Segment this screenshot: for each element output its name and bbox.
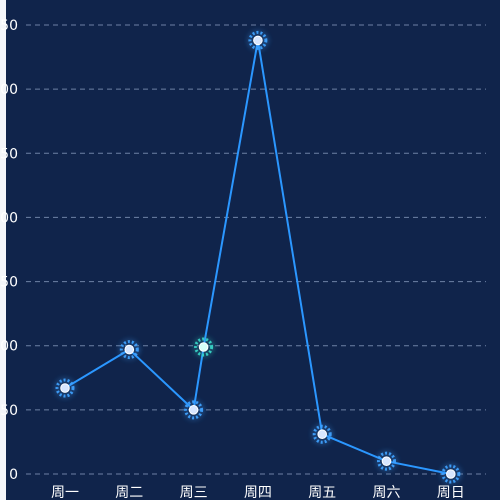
data-point-glow bbox=[377, 451, 396, 471]
data-point bbox=[253, 35, 263, 46]
series-line bbox=[64, 39, 452, 475]
x-tick-label: 周六 bbox=[373, 485, 401, 500]
data-point-glow bbox=[441, 464, 461, 484]
x-tick-label: 周日 bbox=[437, 485, 465, 500]
data-point-glow bbox=[312, 424, 332, 444]
highlight-point-glow bbox=[194, 337, 214, 357]
data-point bbox=[60, 383, 70, 393]
series-points-group bbox=[55, 30, 461, 484]
x-tick-label: 周一 bbox=[51, 485, 79, 500]
y-tick-label: 0 bbox=[9, 467, 18, 483]
x-tick-label: 周四 bbox=[244, 485, 272, 500]
y-tick-label: 50 bbox=[0, 403, 18, 419]
data-point-glow bbox=[184, 400, 204, 420]
data-point bbox=[381, 456, 392, 466]
x-tick-label: 周五 bbox=[308, 485, 336, 500]
data-point-glow bbox=[119, 340, 139, 360]
data-point-glow bbox=[248, 30, 268, 50]
x-tick-label: 周三 bbox=[180, 485, 208, 500]
x-axis-tick-labels: 周一 周二 周三 周四 周五 周六 周日 bbox=[51, 485, 465, 500]
data-point bbox=[124, 344, 135, 355]
grid-lines bbox=[26, 24, 486, 475]
data-point-glow bbox=[55, 378, 75, 398]
x-tick-label: 周二 bbox=[115, 485, 143, 500]
data-point bbox=[446, 469, 456, 479]
series-line-group bbox=[64, 39, 452, 475]
y-tick-label: 150 bbox=[0, 275, 18, 291]
y-tick-label: 200 bbox=[0, 210, 18, 226]
y-axis-tick-labels: 0 50 100 150 200 250 300 350 bbox=[0, 18, 18, 483]
data-point bbox=[317, 429, 328, 440]
data-point bbox=[188, 405, 199, 415]
y-tick-label: 350 bbox=[0, 18, 18, 34]
chart-background bbox=[6, 0, 500, 500]
y-tick-label: 300 bbox=[0, 82, 18, 98]
y-tick-label: 250 bbox=[0, 146, 18, 162]
highlight-point bbox=[198, 342, 209, 352]
y-tick-label: 100 bbox=[0, 339, 18, 355]
